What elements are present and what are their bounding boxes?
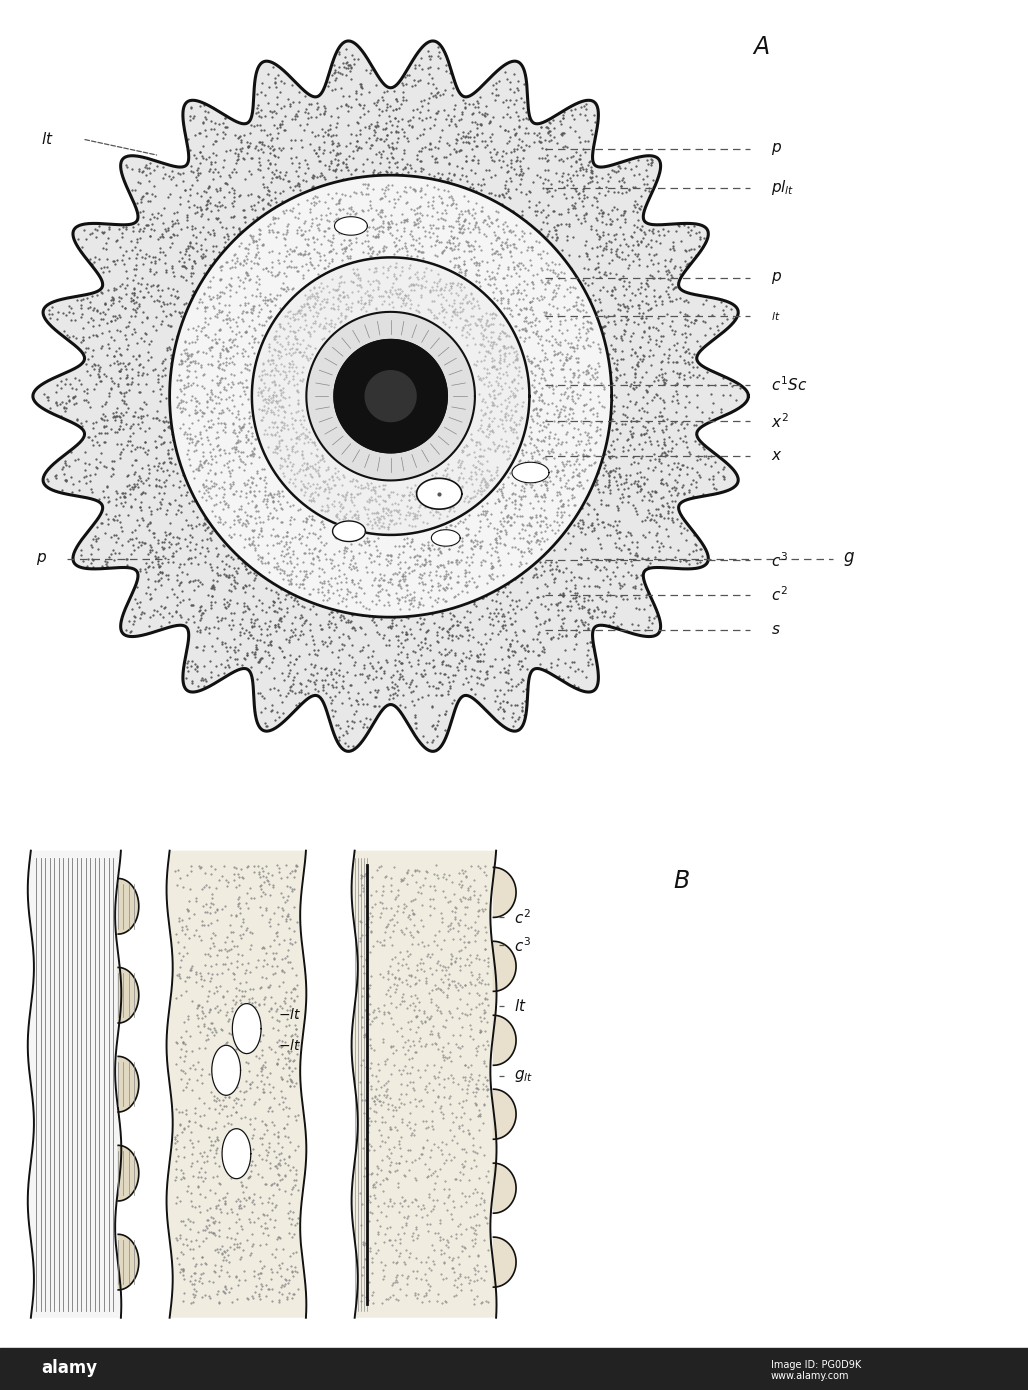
Polygon shape	[493, 1015, 516, 1065]
Text: Image ID: PG0D9K: Image ID: PG0D9K	[771, 1359, 861, 1371]
Polygon shape	[493, 941, 516, 991]
Text: $g_{lt}$: $g_{lt}$	[514, 1068, 534, 1084]
Polygon shape	[493, 867, 516, 917]
Polygon shape	[222, 1129, 251, 1179]
Polygon shape	[170, 175, 612, 617]
Polygon shape	[334, 339, 447, 453]
Polygon shape	[118, 967, 139, 1023]
Polygon shape	[493, 1090, 516, 1140]
Text: alamy: alamy	[41, 1359, 98, 1376]
Polygon shape	[493, 1163, 516, 1213]
Text: $pl_{lt}$: $pl_{lt}$	[771, 178, 795, 197]
Polygon shape	[352, 851, 497, 1318]
Polygon shape	[118, 1056, 139, 1112]
Text: $lt$: $lt$	[514, 998, 526, 1015]
Text: $p$: $p$	[771, 140, 782, 157]
Text: $p$: $p$	[36, 550, 47, 567]
Text: $c^3$: $c^3$	[771, 550, 788, 570]
Polygon shape	[432, 530, 461, 546]
Text: $g$: $g$	[843, 550, 855, 567]
Polygon shape	[118, 878, 139, 934]
Text: $x^2$: $x^2$	[771, 411, 788, 431]
Text: $B$: $B$	[673, 869, 690, 892]
Polygon shape	[365, 371, 416, 421]
Text: $c^{1}Sc$: $c^{1}Sc$	[771, 375, 807, 395]
Polygon shape	[306, 311, 475, 481]
Text: $c^2$: $c^2$	[771, 585, 787, 605]
Polygon shape	[493, 1237, 516, 1287]
Text: $x$: $x$	[771, 449, 782, 463]
Text: www.alamy.com: www.alamy.com	[771, 1371, 849, 1382]
Text: $c^2$: $c^2$	[514, 908, 530, 927]
Polygon shape	[167, 851, 306, 1318]
Text: $s$: $s$	[771, 623, 780, 637]
Polygon shape	[118, 1145, 139, 1201]
Polygon shape	[232, 1004, 261, 1054]
Text: $_{lt}$: $_{lt}$	[771, 309, 780, 322]
Text: $lt$: $lt$	[41, 131, 53, 147]
Polygon shape	[212, 1045, 241, 1095]
Text: $-lt$: $-lt$	[278, 1008, 301, 1022]
Polygon shape	[28, 851, 121, 1318]
Text: $c^3$: $c^3$	[514, 935, 531, 955]
Polygon shape	[252, 257, 529, 535]
Polygon shape	[334, 217, 367, 235]
Polygon shape	[333, 521, 366, 542]
Polygon shape	[33, 40, 748, 752]
Polygon shape	[416, 478, 462, 509]
Polygon shape	[118, 1234, 139, 1290]
Text: $p$: $p$	[771, 270, 782, 286]
Polygon shape	[512, 463, 549, 482]
Text: $A$: $A$	[751, 35, 770, 58]
Text: $-lt$: $-lt$	[278, 1038, 301, 1052]
